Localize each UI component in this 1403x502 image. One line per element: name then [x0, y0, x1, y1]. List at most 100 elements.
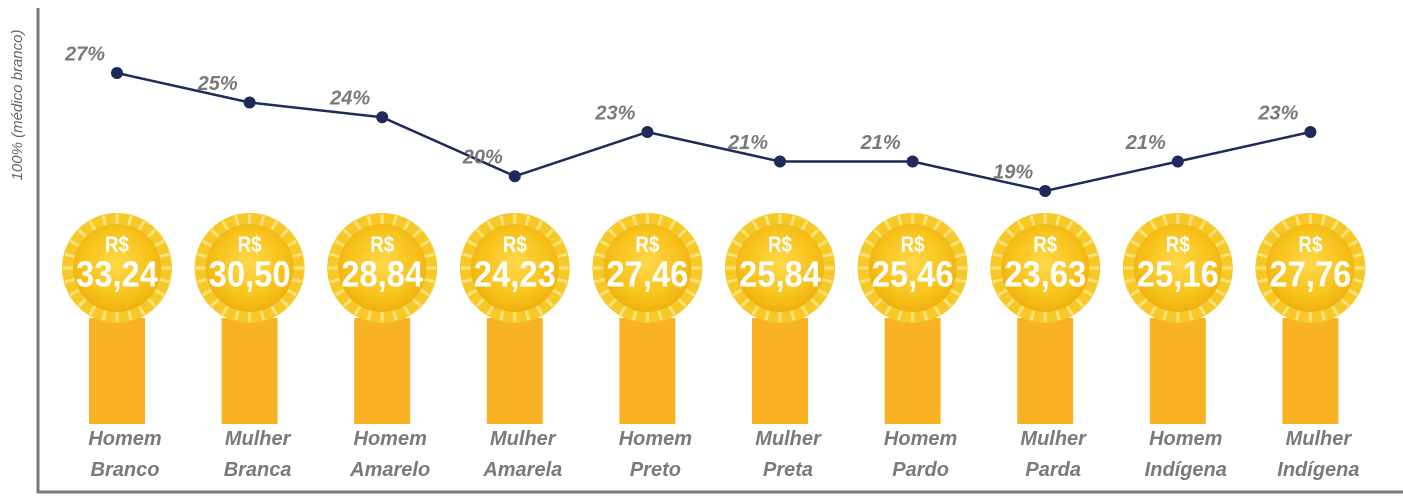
medal-ray	[342, 228, 353, 238]
medal-currency: R$	[901, 232, 925, 257]
medal-ray	[202, 239, 213, 248]
ribbon	[752, 318, 808, 424]
point	[508, 170, 521, 183]
medal-ray	[1282, 305, 1290, 316]
point	[641, 126, 654, 138]
medal-ray	[631, 215, 638, 226]
point	[111, 67, 123, 79]
medal-ray	[1162, 310, 1168, 321]
medal-ray	[221, 220, 229, 231]
point	[376, 111, 389, 124]
medal-ray	[800, 305, 809, 316]
medal-ray	[1198, 220, 1207, 231]
medal-ray	[1130, 288, 1141, 297]
medal-ray	[154, 288, 165, 297]
medal-ray	[732, 239, 743, 248]
medal-ray	[69, 239, 80, 248]
ribbon	[1017, 318, 1074, 424]
medal-ray	[1340, 298, 1350, 308]
x-tick-label: Homem Amarelo	[349, 428, 430, 481]
medal-ray	[1352, 252, 1363, 259]
ribbon	[486, 318, 543, 424]
x-tick-label: Homem Preto	[619, 428, 692, 481]
medal-ray	[822, 252, 833, 259]
medal-ray	[334, 288, 345, 297]
medal-ray	[933, 305, 941, 316]
medal-value: 28,84	[341, 254, 423, 295]
medal-face	[1266, 224, 1355, 312]
medal-ray	[424, 277, 435, 284]
medal-face	[73, 224, 161, 312]
medal-ray	[751, 220, 760, 231]
medal-ray	[1294, 310, 1301, 321]
medal-currency: R$	[1033, 232, 1057, 257]
medal-ray	[922, 310, 929, 321]
medal-ray	[1198, 305, 1207, 316]
medal-value: 25,46	[872, 254, 954, 295]
medal-ray	[884, 220, 892, 231]
medal-ray	[1005, 228, 1016, 238]
medal-face	[1001, 224, 1090, 312]
medal-ray	[402, 220, 411, 231]
medal-ray	[933, 220, 941, 231]
medal-face	[338, 224, 427, 312]
medal-ray	[1282, 220, 1290, 231]
medal-ray	[197, 277, 208, 284]
medal-ray	[727, 252, 738, 259]
x-tick-label: Homem Pardo	[884, 428, 957, 481]
point	[1304, 126, 1317, 138]
medal-ray	[392, 310, 398, 321]
medal-ray	[608, 298, 618, 308]
medal-ray	[764, 215, 771, 226]
medal-ray	[467, 288, 478, 297]
medal-ray	[499, 310, 505, 321]
medal-face	[470, 224, 559, 312]
medal-value: 25,84	[739, 254, 821, 295]
medal-ray	[499, 215, 505, 226]
medal-ray	[1029, 215, 1036, 226]
medal-ray	[860, 252, 871, 259]
medal-ray	[954, 252, 966, 259]
line	[116, 71, 1311, 193]
medal-currency: R$	[105, 232, 129, 257]
medal-ray	[147, 228, 157, 238]
medal-ray	[259, 310, 266, 321]
medal-ray	[1162, 215, 1168, 226]
medal-ray	[865, 288, 876, 297]
medal-ray	[1149, 305, 1158, 316]
ribbon	[619, 318, 676, 424]
medal-ray	[291, 277, 303, 284]
value-label: 25%	[197, 73, 238, 95]
medal-ray	[817, 239, 828, 248]
medal-ray	[954, 277, 966, 284]
medal-ray	[412, 228, 422, 238]
medal-value: 25,16	[1137, 254, 1219, 295]
medal-ray	[137, 305, 146, 316]
medal-value: 30,50	[209, 254, 291, 295]
medal-ray	[1082, 288, 1093, 297]
medal-face	[603, 224, 692, 312]
medal-ray	[353, 220, 362, 231]
medal-ray	[740, 298, 750, 308]
medal-ray	[535, 220, 544, 231]
y-axis-label: 100% (médico branco)	[9, 30, 26, 181]
medal-ray	[210, 228, 220, 238]
medal-ray	[366, 310, 373, 321]
medal-ray	[619, 220, 627, 231]
medal-ray	[462, 252, 473, 259]
medal-ray	[154, 239, 165, 248]
medal-ray	[329, 252, 341, 259]
medal-ray	[1271, 228, 1281, 238]
medal-ray	[475, 298, 485, 308]
medal-ray	[64, 252, 75, 259]
medal-ray	[419, 288, 430, 297]
medal-ray	[922, 215, 929, 226]
medal-ray	[1340, 228, 1350, 238]
medal-ray	[353, 305, 362, 316]
medal-ray	[865, 239, 876, 248]
medal-ray	[1187, 215, 1194, 226]
medal-currency: R$	[1298, 232, 1322, 257]
ribbon	[221, 318, 278, 424]
medal-ray	[1347, 288, 1358, 297]
medal-ray	[137, 220, 146, 231]
